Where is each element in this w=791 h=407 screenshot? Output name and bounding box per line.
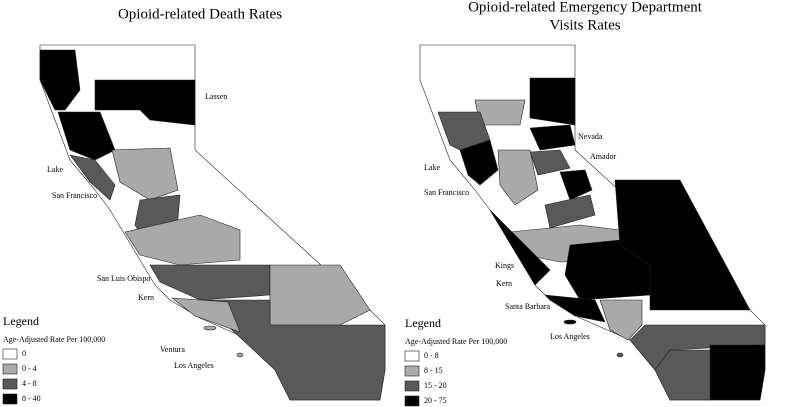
county-label: San Francisco [424,188,469,197]
legend-label: 8 - 40 [22,394,41,403]
legend-title: Legend [3,314,39,328]
legend-swatch [404,365,420,377]
county [614,179,751,311]
county [497,149,539,206]
county [111,147,179,201]
island [236,352,244,358]
county-label: Lassen [205,92,227,101]
county [269,264,371,326]
county [559,169,593,201]
legend-swatch [404,395,420,407]
state [419,44,766,401]
county [171,297,241,333]
county [149,264,271,301]
legend: Legend Age-Adjusted Rate Per 100,000 0 0 - … [2,314,105,405]
map-death: Lassen Lake San Francisco San Luis Obisp… [2,6,386,405]
county-label: Los Angeles [174,361,214,370]
legend-label: 15 - 20 [424,381,447,390]
county [489,209,551,286]
legend-swatch [2,378,18,390]
map-title: Visits Rates [549,17,620,33]
legend-label: 0 [22,349,26,358]
legend-label: 4 - 8 [22,379,37,388]
county [124,214,241,266]
county-label: Los Angeles [550,332,590,341]
map-ed-visits: Nevada Amador Lake San Francisco Kings K… [404,0,766,407]
county [544,194,596,229]
labels: Nevada Amador Lake San Francisco Kings K… [424,132,765,354]
county-label: Kern [496,279,512,288]
legend-swatch [404,380,420,392]
county [544,294,606,323]
county-label: Kings [495,261,514,270]
legend-title: Legend [405,316,441,330]
legend-swatch [2,348,18,360]
legend: Legend Age-Adjusted Rate Per 100,000 0 - 8… [404,316,507,407]
county [529,124,576,151]
county [94,79,196,126]
map-title: Opioid-related Emergency Department [468,0,703,15]
county [599,299,643,341]
county [69,154,116,201]
legend-label: 8 - 15 [424,366,443,375]
county-label: Imperial [737,345,765,354]
county-label: Amador [590,152,617,161]
county [529,77,576,126]
county-label: San Francisco [52,191,97,200]
county [57,111,116,161]
legend-swatch [404,350,420,362]
island [563,319,577,325]
legend-swatch [2,363,18,375]
legend-label: 0 - 4 [22,364,37,373]
regions [419,44,766,401]
county-label: San Luis Obispo [97,274,150,283]
island [616,352,624,358]
labels: Lassen Lake San Francisco San Luis Obisp… [47,92,227,370]
legend-subtitle: Age-Adjusted Rate Per 100,000 [3,335,105,344]
county [39,49,81,111]
county-label: Lake [47,165,63,174]
county-label: Kern [138,293,154,302]
legend-label: 20 - 75 [424,396,447,405]
county-label: Lake [424,163,440,172]
legend-label: 0 - 8 [424,351,439,360]
county [654,349,711,401]
county-label: Santa Barbara [505,302,551,311]
county [459,139,499,186]
legend-subtitle: Age-Adjusted Rate Per 100,000 [405,337,507,346]
county-label: Ventura [160,345,185,354]
county [199,299,386,401]
county-label: Nevada [578,132,603,141]
county [529,149,571,176]
legend-swatch [2,393,18,405]
island [203,325,217,331]
regions [39,44,386,401]
map-title: Opioid-related Death Rates [118,6,282,22]
